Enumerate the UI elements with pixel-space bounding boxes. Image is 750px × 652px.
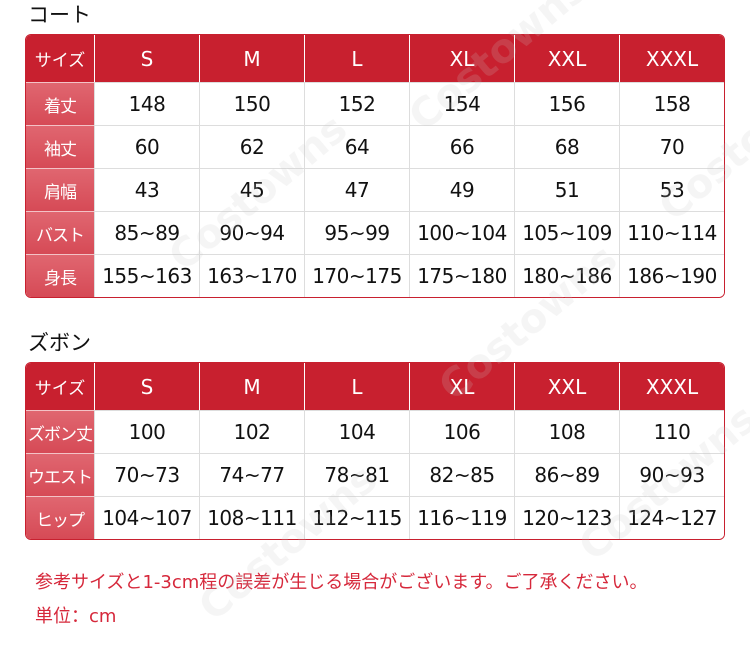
table-cell: 186~190 xyxy=(619,254,724,297)
header-cell: サイズ xyxy=(26,363,94,410)
table-cell: 170~175 xyxy=(304,254,409,297)
header-cell: XXXL xyxy=(619,35,724,82)
row-label: 袖丈 xyxy=(26,125,94,168)
table-head: サイズ S M L XL XXL XXXL xyxy=(26,363,724,410)
row-label: ズボン丈 xyxy=(26,410,94,453)
header-cell: XXL xyxy=(514,363,619,410)
table-cell: 49 xyxy=(409,168,514,211)
table-cell: 66 xyxy=(409,125,514,168)
table-cell: 90~93 xyxy=(619,453,724,496)
table-cell: 62 xyxy=(199,125,304,168)
table-cell: 112~115 xyxy=(304,496,409,539)
header-cell: L xyxy=(304,363,409,410)
table-cell: 64 xyxy=(304,125,409,168)
table-cell: 108~111 xyxy=(199,496,304,539)
row-label: ウエスト xyxy=(26,453,94,496)
table-row: バスト 85~89 90~94 95~99 100~104 105~109 110~114 xyxy=(26,211,724,254)
table-cell: 110 xyxy=(619,410,724,453)
table-cell: 53 xyxy=(619,168,724,211)
table-cell: 124~127 xyxy=(619,496,724,539)
size-table: サイズ S M L XL XXL XXXL ズボン丈 100 102 104 106 108 110 ウエス… xyxy=(25,362,725,540)
table-cell: 74~77 xyxy=(199,453,304,496)
table-cell: 100~104 xyxy=(409,211,514,254)
header-cell: サイズ xyxy=(26,35,94,82)
row-label: ヒップ xyxy=(26,496,94,539)
table-cell: 104 xyxy=(304,410,409,453)
section-title: コート xyxy=(28,3,91,27)
table-cell: 70 xyxy=(619,125,724,168)
table-cell: 100 xyxy=(94,410,199,453)
table-row: 身長 155~163 163~170 170~175 175~180 180~186 186… xyxy=(26,254,724,297)
header-cell: XXXL xyxy=(619,363,724,410)
table-cell: 68 xyxy=(514,125,619,168)
header-row: サイズ S M L XL XXL XXXL xyxy=(26,35,724,82)
table-cell: 163~170 xyxy=(199,254,304,297)
table-head: サイズ S M L XL XXL XXXL xyxy=(26,35,724,82)
table-cell: 86~89 xyxy=(514,453,619,496)
table-cell: 60 xyxy=(94,125,199,168)
header-cell: M xyxy=(199,35,304,82)
note: 単位：cm xyxy=(35,606,117,627)
table-cell: 102 xyxy=(199,410,304,453)
header-row: サイズ S M L XL XXL XXXL xyxy=(26,363,724,410)
size-table: サイズ S M L XL XXL XXXL 着丈 148 150 152 154 156 158 袖丈 60 6… xyxy=(25,34,725,298)
table-cell: 85~89 xyxy=(94,211,199,254)
row-label: 身長 xyxy=(26,254,94,297)
header-cell: XXL xyxy=(514,35,619,82)
table-cell: 90~94 xyxy=(199,211,304,254)
table-cell: 110~114 xyxy=(619,211,724,254)
header-cell: XL xyxy=(409,35,514,82)
table-row: ウエスト 70~73 74~77 78~81 82~85 86~89 90~93 xyxy=(26,453,724,496)
table-row: 袖丈 60 62 64 66 68 70 xyxy=(26,125,724,168)
table-cell: 104~107 xyxy=(94,496,199,539)
table-row: ズボン丈 100 102 104 106 108 110 xyxy=(26,410,724,453)
row-label: バスト xyxy=(26,211,94,254)
table-cell: 175~180 xyxy=(409,254,514,297)
table-cell: 106 xyxy=(409,410,514,453)
table-cell: 95~99 xyxy=(304,211,409,254)
table-cell: 180~186 xyxy=(514,254,619,297)
row-label: 着丈 xyxy=(26,82,94,125)
table-body: 着丈 148 150 152 154 156 158 袖丈 60 62 64 66 68 70 肩幅 43 45… xyxy=(26,82,724,297)
header-cell: L xyxy=(304,35,409,82)
table-cell: 116~119 xyxy=(409,496,514,539)
table-cell: 78~81 xyxy=(304,453,409,496)
table-cell: 158 xyxy=(619,82,724,125)
header-cell: XL xyxy=(409,363,514,410)
table-cell: 43 xyxy=(94,168,199,211)
table-cell: 148 xyxy=(94,82,199,125)
table-cell: 150 xyxy=(199,82,304,125)
table-cell: 155~163 xyxy=(94,254,199,297)
table-cell: 105~109 xyxy=(514,211,619,254)
table-cell: 45 xyxy=(199,168,304,211)
table-cell: 47 xyxy=(304,168,409,211)
table-row: 肩幅 43 45 47 49 51 53 xyxy=(26,168,724,211)
table-row: ヒップ 104~107 108~111 112~115 116~119 120~123 12… xyxy=(26,496,724,539)
table-cell: 120~123 xyxy=(514,496,619,539)
table-cell: 70~73 xyxy=(94,453,199,496)
table-cell: 51 xyxy=(514,168,619,211)
table-row: 着丈 148 150 152 154 156 158 xyxy=(26,82,724,125)
section-title: ズボン xyxy=(28,331,91,355)
table-cell: 156 xyxy=(514,82,619,125)
note: 参考サイズと1-3cm程の誤差が生じる場合がございます。ご了承ください。 xyxy=(35,572,648,593)
table-cell: 82~85 xyxy=(409,453,514,496)
table-cell: 108 xyxy=(514,410,619,453)
table-body: ズボン丈 100 102 104 106 108 110 ウエスト 70~73 74~77 78~8… xyxy=(26,410,724,539)
header-cell: S xyxy=(94,363,199,410)
row-label: 肩幅 xyxy=(26,168,94,211)
header-cell: M xyxy=(199,363,304,410)
table-cell: 154 xyxy=(409,82,514,125)
header-cell: S xyxy=(94,35,199,82)
table-cell: 152 xyxy=(304,82,409,125)
